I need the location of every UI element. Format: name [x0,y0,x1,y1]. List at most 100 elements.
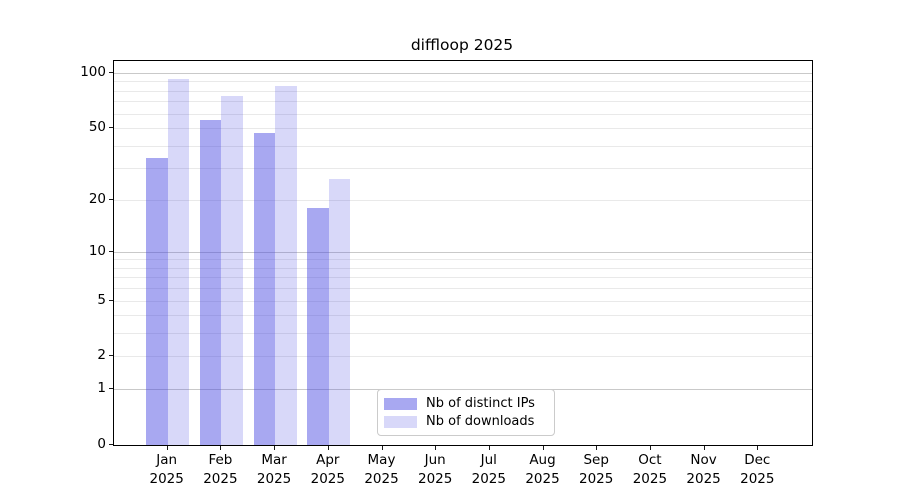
x-tick [381,446,383,450]
y-tick [109,127,113,128]
x-tick [220,446,222,450]
x-tick-year: 2025 [471,471,506,487]
minor-gridline [114,267,812,269]
minor-gridline [114,315,812,317]
minor-gridline [114,128,812,129]
x-tick-label: Aug 2025 [515,451,571,489]
legend: Nb of distinct IPs Nb of downloads [377,389,555,436]
x-tick-month: Dec [744,452,771,468]
y-tick-label: 5 [97,291,106,308]
x-tick-month: Feb [208,452,233,468]
x-tick-label: Apr 2025 [300,451,356,489]
minor-gridline [114,300,812,302]
x-tick-year: 2025 [256,471,292,487]
y-tick-label: 20 [88,190,106,207]
x-tick-month: Jul [480,452,497,468]
legend-label: Nb of downloads [426,414,535,429]
y-tick-label: 10 [88,242,106,259]
x-tick-label: Jun 2025 [407,451,463,489]
x-tick-year: 2025 [418,471,453,487]
legend-label: Nb of distinct IPs [426,396,535,411]
x-tick-month: Jan [156,452,178,468]
x-tick-year: 2025 [364,471,399,487]
x-tick [542,446,544,450]
bar-feb-distinct-ips [199,120,222,445]
y-tick-label: 2 [97,347,106,364]
y-tick-label: 100 [80,63,106,80]
minor-gridline [114,259,812,261]
x-tick-year: 2025 [632,471,668,487]
bar-mar-downloads [275,85,297,445]
y-tick-label: 0 [97,436,106,452]
x-tick-year: 2025 [686,471,721,487]
x-tick-month: Aug [529,452,556,468]
x-tick-label: Oct 2025 [622,451,678,489]
x-tick-year: 2025 [579,471,614,487]
minor-gridline [114,90,812,92]
chart-title: diffloop 2025 [410,36,514,54]
y-tick [109,355,113,357]
x-tick-label: Mar 2025 [246,451,302,489]
x-tick-year: 2025 [310,471,345,487]
x-tick-label: Jan 2025 [139,451,195,489]
y-tick [109,388,113,390]
x-tick-month: Mar [261,452,287,468]
x-tick [649,446,651,450]
x-tick-month: Nov [690,452,717,468]
x-tick-year: 2025 [740,471,775,487]
x-tick-label: May 2025 [354,451,410,489]
y-tick-label: 1 [97,380,106,397]
minor-gridline [114,145,812,147]
x-tick-month: Jun [424,452,446,468]
minor-gridline [114,288,812,290]
bar-jan-distinct-ips [146,158,168,445]
minor-gridline [114,356,812,358]
bar-mar-distinct-ips [253,132,276,445]
x-tick [166,446,168,450]
x-tick [703,446,705,450]
x-tick-label: Nov 2025 [676,451,732,489]
x-tick [596,446,598,450]
minor-gridline [114,168,812,170]
bar-apr-distinct-ips [307,207,329,445]
x-tick-label: Jul 2025 [461,451,517,489]
x-tick-month: Sep [583,452,609,468]
y-tick [109,250,113,252]
x-tick-year: 2025 [149,471,184,487]
x-tick [757,446,759,450]
legend-item: Nb of downloads [384,414,548,429]
x-tick-year: 2025 [525,471,560,487]
bar-apr-downloads [328,179,351,445]
bar-feb-downloads [221,95,243,445]
y-tick-label: 50 [88,119,106,135]
x-tick-month: Apr [316,452,340,468]
x-tick [435,446,437,450]
x-tick-label: Dec 2025 [729,451,785,489]
minor-gridline [114,277,812,279]
minor-gridline [114,199,812,201]
minor-gridline [114,81,812,83]
x-tick-month: Oct [638,452,662,468]
legend-swatch [384,415,417,428]
major-gridline [114,72,812,74]
minor-gridline [114,333,812,335]
plot-area [113,60,813,446]
x-tick [274,446,276,450]
minor-gridline [114,113,812,115]
x-tick-month: May [367,452,396,468]
minor-gridline [114,101,812,103]
legend-item: Nb of distinct IPs [384,396,548,411]
legend-swatch [384,397,417,410]
x-tick-label: Sep 2025 [568,451,624,489]
x-tick [488,446,490,450]
x-tick [327,446,329,450]
x-tick-year: 2025 [203,471,238,487]
major-gridline [114,251,812,253]
y-tick [109,71,113,73]
y-tick [109,198,113,200]
bar-jan-downloads [167,78,190,445]
y-tick [109,299,113,301]
x-tick-label: Feb 2025 [192,451,248,489]
y-tick [109,444,113,445]
